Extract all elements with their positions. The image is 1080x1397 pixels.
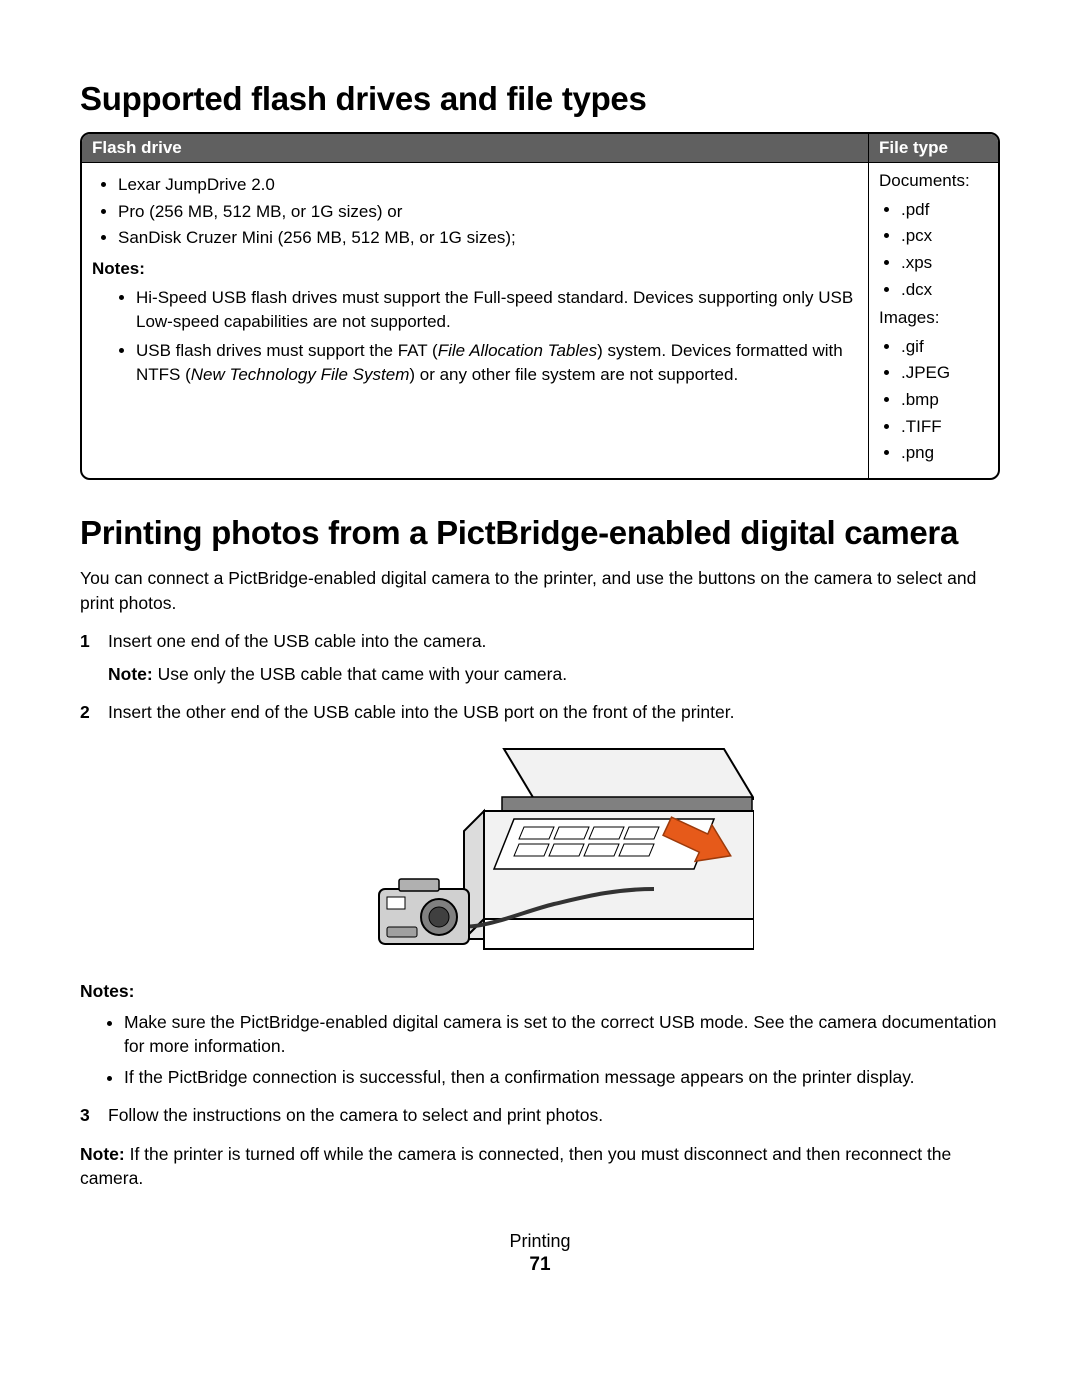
support-table: Flash drive File type Lexar JumpDrive 2.… — [80, 132, 1000, 480]
list-item: .xps — [901, 251, 988, 276]
printer-camera-illustration — [108, 739, 1000, 966]
illustration-svg — [354, 739, 754, 959]
list-item: SanDisk Cruzer Mini (256 MB, 512 MB, or … — [118, 226, 858, 251]
list-item: USB flash drives must support the FAT (F… — [136, 339, 858, 388]
list-item: .dcx — [901, 278, 988, 303]
list-item: Hi-Speed USB flash drives must support t… — [136, 286, 858, 335]
step-2-notes: Make sure the PictBridge-enabled digital… — [80, 1010, 1000, 1090]
list-item: If the PictBridge connection is successf… — [124, 1065, 1000, 1090]
list-item: .bmp — [901, 388, 988, 413]
page-number: 71 — [80, 1254, 1000, 1276]
step-2: Insert the other end of the USB cable in… — [80, 700, 1000, 1089]
list-item: .gif — [901, 335, 988, 360]
list-item: Pro (256 MB, 512 MB, or 1G sizes) or — [118, 200, 858, 225]
list-item: .png — [901, 441, 988, 466]
chapter-name: Printing — [80, 1231, 1000, 1252]
section-heading-1: Supported flash drives and file types — [80, 80, 1000, 118]
column-header-flash-drive: Flash drive — [82, 134, 868, 163]
documents-list: .pdf .pcx .xps .dcx — [879, 198, 988, 303]
list-item: .pcx — [901, 224, 988, 249]
list-item: .TIFF — [901, 415, 988, 440]
page-footer: Printing 71 — [80, 1231, 1000, 1276]
step-1: Insert one end of the USB cable into the… — [80, 629, 1000, 686]
list-item: Lexar JumpDrive 2.0 — [118, 173, 858, 198]
step-3: Follow the instructions on the camera to… — [80, 1103, 1000, 1128]
images-label: Images: — [879, 306, 988, 331]
step-2-notes-label: Notes: — [80, 979, 1000, 1004]
list-item: .JPEG — [901, 361, 988, 386]
list-item: Make sure the PictBridge-enabled digital… — [124, 1010, 1000, 1059]
section-heading-2: Printing photos from a PictBridge-enable… — [80, 514, 1000, 552]
cell-flash-drive: Lexar JumpDrive 2.0 Pro (256 MB, 512 MB,… — [82, 163, 868, 478]
documents-label: Documents: — [879, 169, 988, 194]
steps-list: Insert one end of the USB cable into the… — [80, 629, 1000, 1128]
cell-file-type: Documents: .pdf .pcx .xps .dcx Images: .… — [868, 163, 998, 478]
list-item: .pdf — [901, 198, 988, 223]
step-1-note: Note: Use only the USB cable that came w… — [108, 662, 1000, 687]
notes-label: Notes: — [92, 257, 858, 282]
column-header-file-type: File type — [868, 134, 998, 163]
final-note: Note: If the printer is turned off while… — [80, 1142, 1000, 1191]
intro-paragraph: You can connect a PictBridge-enabled dig… — [80, 566, 1000, 615]
flash-drive-notes: Hi-Speed USB flash drives must support t… — [92, 286, 858, 389]
images-list: .gif .JPEG .bmp .TIFF .png — [879, 335, 988, 466]
flash-drive-list: Lexar JumpDrive 2.0 Pro (256 MB, 512 MB,… — [92, 173, 858, 251]
